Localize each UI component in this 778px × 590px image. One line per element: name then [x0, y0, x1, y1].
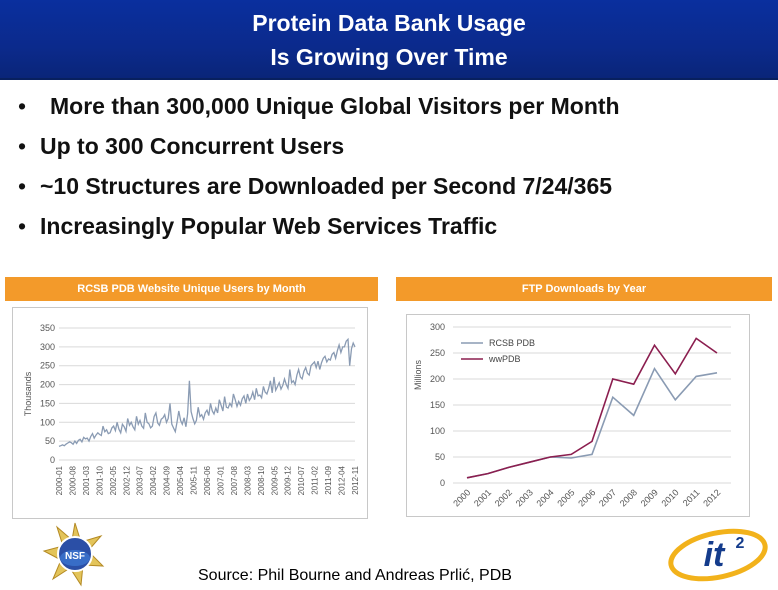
it2-logo-text: it	[704, 536, 726, 574]
bullet-dot: •	[18, 213, 27, 239]
x-tick-label: 2011	[681, 487, 702, 508]
x-tick-label: 2003	[514, 487, 535, 508]
x-tick-label: 2002-05	[109, 465, 118, 495]
x-tick-label: 2008-10	[257, 465, 266, 495]
y-tick-label: 200	[430, 374, 445, 384]
y-tick-label: 0	[440, 478, 445, 488]
x-tick-label: 2010	[660, 487, 681, 508]
x-tick-label: 2006-06	[203, 465, 212, 495]
chart-title-users: RCSB PDB Website Unique Users by Month	[5, 277, 378, 301]
title-bar: Protein Data Bank Usage Is Growing Over …	[0, 0, 778, 80]
users-by-month-chart: Thousands 0 50 100 150 200 250 300 350 2000-01 200…	[23, 323, 360, 495]
chart-title-ftp: FTP Downloads by Year	[396, 277, 772, 301]
x-tick-label: 2006	[576, 487, 597, 508]
bullet-dot: •	[18, 133, 27, 159]
x-tick-label: 2008-03	[243, 465, 252, 495]
y-tick-label: 100	[430, 426, 445, 436]
x-tick-label: 2004	[535, 487, 556, 508]
y-tick-label: 150	[430, 400, 445, 410]
x-tick-label: 2007-08	[230, 465, 239, 495]
x-tick-label: 2011-09	[324, 465, 333, 494]
y-tick-label: 100	[40, 417, 55, 427]
it2-logo-sup: 2	[736, 535, 745, 552]
nsf-logo: NSF	[42, 521, 108, 587]
bullet-item: • ~10 Structures are Downloaded per Seco…	[18, 173, 768, 213]
x-tick-label: 2002-12	[122, 465, 131, 495]
chart-panel-users: Thousands 0 50 100 150 200 250 300 350 2000-01 200…	[12, 307, 368, 519]
x-tick-label: 2000	[451, 487, 472, 508]
bullet-text: Increasingly Popular Web Services Traffi…	[40, 213, 498, 239]
y-axis-label: Millions	[413, 360, 423, 391]
source-credit: Source: Phil Bourne and Andreas Prlić, P…	[198, 567, 512, 584]
slide-title-line-1: Protein Data Bank Usage	[252, 10, 526, 36]
unique-users-series-line	[58, 337, 356, 448]
slide-title-line-2: Is Growing Over Time	[270, 44, 508, 70]
x-tick-label: 2005-04	[176, 465, 185, 495]
x-tick-label: 2009	[639, 487, 660, 508]
x-tick-label: 2009-12	[284, 465, 293, 495]
x-tick-label: 2001-03	[82, 465, 91, 495]
x-tick-label: 2007	[597, 487, 618, 508]
x-tick-label: 2005-11	[190, 465, 199, 494]
y-tick-label: 350	[40, 323, 55, 333]
x-tick-label: 2012	[701, 487, 722, 508]
y-tick-label: 300	[40, 342, 55, 352]
x-tick-label: 2007-01	[216, 465, 225, 495]
y-tick-label: 200	[40, 380, 55, 390]
bullet-text: ~10 Structures are Downloaded per Second…	[40, 173, 613, 199]
bullet-text: More than 300,000 Unique Global Visitors…	[50, 93, 620, 119]
x-tick-label: 2000-01	[55, 465, 64, 495]
x-tick-label: 2010-07	[297, 465, 306, 495]
y-tick-label: 50	[45, 436, 55, 446]
x-tick-label: 2003-07	[136, 465, 145, 495]
x-tick-label: 2000-08	[68, 465, 77, 495]
y-tick-label: 150	[40, 398, 55, 408]
x-tick-label: 2008	[618, 487, 639, 508]
legend-label: RCSB PDB	[489, 338, 535, 348]
series-line-wwpdb	[466, 337, 718, 479]
y-tick-label: 250	[40, 361, 55, 371]
it2-logo: it 2	[666, 528, 768, 582]
x-tick-label: 2002	[493, 487, 514, 508]
x-tick-label: 2004-09	[163, 465, 172, 495]
nsf-logo-text: NSF	[65, 551, 85, 562]
bullet-dot: •	[18, 93, 27, 119]
x-tick-label: 2011-02	[311, 465, 320, 494]
y-tick-label: 250	[430, 348, 445, 358]
y-tick-label: 0	[50, 455, 55, 465]
bullet-text: Up to 300 Concurrent Users	[40, 133, 345, 159]
x-tick-label: 2005	[555, 487, 576, 508]
x-tick-label: 2001-10	[95, 465, 104, 495]
y-axis-label: Thousands	[23, 371, 33, 416]
x-tick-label: 2001	[472, 487, 493, 508]
x-tick-label: 2012-04	[338, 465, 347, 495]
series-line-rcsb-pdb	[466, 366, 718, 479]
x-tick-label: 2012-11	[351, 465, 360, 494]
bullet-item: • Increasingly Popular Web Services Traf…	[18, 213, 768, 253]
y-tick-label: 50	[435, 452, 445, 462]
bullet-list: • More than 300,000 Unique Global Visito…	[18, 93, 768, 253]
legend-label: wwPDB	[488, 354, 521, 364]
x-tick-label: 2009-05	[270, 465, 279, 495]
bullet-dot: •	[18, 173, 27, 199]
chart-panel-ftp: Millions 0 50 100 150 200 250 300 2000 2001 2002 20…	[406, 314, 750, 517]
x-tick-label: 2004-02	[149, 465, 158, 495]
bullet-item: • More than 300,000 Unique Global Visito…	[18, 93, 768, 133]
y-tick-label: 300	[430, 322, 445, 332]
bullet-item: • Up to 300 Concurrent Users	[18, 133, 768, 173]
